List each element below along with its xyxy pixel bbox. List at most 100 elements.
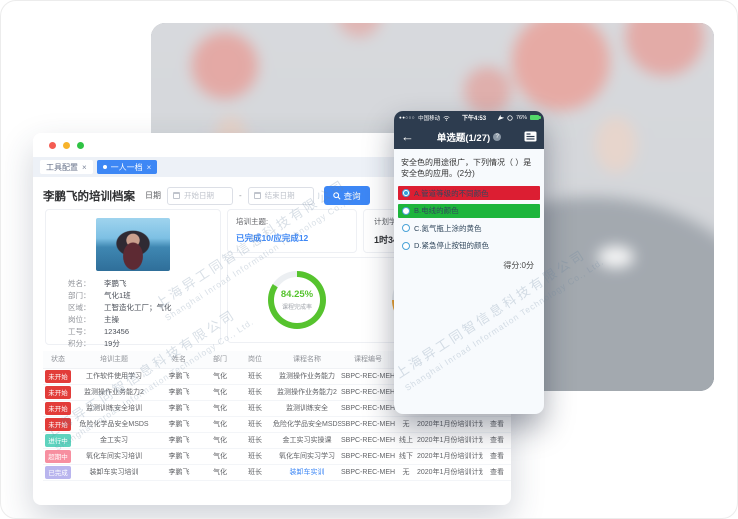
calendar-icon [253, 192, 261, 199]
battery-percent: 76% [515, 114, 527, 121]
radio-selected-icon[interactable] [402, 189, 410, 198]
table-cell: 李鹏飞 [155, 384, 203, 401]
field-label: 姓名： [68, 278, 91, 288]
status-cell: 未开始 [43, 400, 73, 417]
table-cell: 李鹏飞 [155, 464, 203, 481]
topic-progress-value: 已完成10/应完成12 [236, 233, 309, 243]
action-cell[interactable]: 查看 [483, 448, 511, 465]
field-value: 主操 [104, 314, 119, 324]
table-cell: 气化 [203, 400, 237, 417]
radio-icon[interactable] [402, 206, 410, 215]
tab-tool-config[interactable]: 工具配置 × [40, 160, 93, 174]
table-cell: SBPC-REC-MEH-017 [341, 448, 395, 465]
start-date-input[interactable]: 开始日期 [167, 186, 233, 205]
phone-status-bar: ●●○○○ 中国移动 下午4:53 76% [394, 111, 544, 124]
table-header-cell: 状态 [43, 351, 73, 369]
table-cell: 气化 [203, 384, 237, 401]
close-tab-icon[interactable]: × [82, 162, 87, 172]
table-row: 超期中氧化车间实习培训李鹏飞气化班长氧化车间实习学习SBPC-REC-MEH-0… [43, 448, 511, 465]
field-label: 区域： [68, 302, 91, 312]
table-cell: 班长 [237, 464, 273, 481]
phone-nav-bar: ← 单选题(1/27) ? [394, 124, 544, 149]
table-cell: 装卸车实习培训 [73, 464, 155, 481]
action-cell[interactable]: 查看 [483, 464, 511, 481]
employee-photo [96, 218, 170, 271]
end-date-input[interactable]: 结束日期 [247, 186, 314, 205]
action-cell[interactable]: 查看 [483, 432, 511, 449]
traffic-light-maximize-icon[interactable] [77, 141, 84, 149]
clock-time: 下午4:53 [462, 116, 487, 122]
table-cell: SBPC-REC-MEH-017 [341, 400, 395, 417]
option-list: A.管道等级的不同颜色 B.电线的颜色 C.氮气瓶上涂的黄色 D.紧急停止按钮的颜色 [398, 186, 540, 253]
table-cell: 监测操作业务能力2 [273, 384, 341, 401]
table-cell[interactable]: 装卸车实训 [273, 464, 341, 481]
table-header-cell: 部门 [203, 351, 237, 369]
question-counter-title: 单选题(1/27) [436, 132, 491, 144]
question-text: 安全色的用途很广，下列情况（ ）是安全色的应用。(2分) [401, 158, 532, 179]
table-cell: 班长 [237, 448, 273, 465]
page-title: 李鹏飞的培训档案 [43, 190, 135, 203]
profile-field-row: 岗位： 主操 [46, 313, 220, 325]
table-cell: SBPC-REC-MEH-017 [341, 464, 395, 481]
signal-dots-icon: ●●○○○ [399, 115, 416, 120]
status-cell: 未开始 [43, 368, 73, 385]
field-value: 工智造化工厂；气化 [104, 302, 172, 312]
status-badge: 未开始 [45, 401, 71, 415]
traffic-light-close-icon[interactable] [49, 141, 56, 149]
table-cell: 线下 [395, 448, 417, 465]
radio-icon[interactable] [402, 241, 410, 250]
table-cell: 气化 [203, 432, 237, 449]
table-cell: SBPC-REC-MEH-017 [341, 384, 395, 401]
table-cell: 班长 [237, 400, 273, 417]
table-header-cell: 课程名称 [273, 351, 341, 369]
table-cell: 氧化车间实习培训 [73, 448, 155, 465]
quiz-option[interactable]: D.紧急停止按钮的颜色 [398, 239, 540, 253]
profile-field-row: 姓名： 李鹏飞 [46, 277, 220, 289]
table-cell: 气化 [203, 448, 237, 465]
radio-icon[interactable] [402, 224, 410, 233]
battery-icon [530, 115, 541, 120]
table-cell: 李鹏飞 [155, 432, 203, 449]
answer-sheet-icon[interactable] [524, 131, 537, 142]
table-cell: 李鹏飞 [155, 368, 203, 385]
quiz-option[interactable]: B.电线的颜色 [398, 203, 540, 218]
table-header-cell: 课程编号 [341, 351, 395, 369]
table-cell: 监测训练安全 [273, 400, 341, 417]
table-cell: 2020年1月份培训计划 [417, 432, 483, 449]
table-cell: SBPC-REC-MEH-017 [341, 368, 395, 385]
table-cell: 无 [395, 416, 417, 433]
quiz-option[interactable]: C.氮气瓶上涂的黄色 [398, 221, 540, 235]
table-cell: 工作软件使用学习 [73, 368, 155, 385]
option-label: D.紧急停止按钮的颜色 [414, 241, 489, 251]
tab-one-person-one-file[interactable]: 一人一档 × [96, 160, 158, 174]
table-header-cell: 培训主题 [73, 351, 155, 369]
profile-card: 姓名： 李鹏飞 部门： 气化1班 区域： 工智造化工厂；气化 岗位： 主操 工号： 123456 积… [45, 209, 221, 348]
search-button[interactable]: 查询 [323, 186, 370, 205]
field-label: 部门： [68, 290, 91, 300]
table-cell: 无 [395, 464, 417, 481]
status-badge: 未开始 [45, 369, 71, 383]
quiz-option[interactable]: A.管道等级的不同颜色 [398, 186, 540, 201]
status-badge: 未开始 [45, 385, 71, 399]
help-icon[interactable]: ? [493, 132, 502, 141]
question-title-wrap: 单选题(1/27) ? [414, 130, 524, 144]
table-cell: 班长 [237, 416, 273, 433]
traffic-light-minimize-icon[interactable] [63, 141, 70, 149]
action-cell[interactable]: 查看 [483, 416, 511, 433]
date-range-separator: - [239, 191, 242, 200]
field-value: 123456 [104, 326, 130, 336]
duration-value: 1时34分 [374, 235, 408, 245]
carrier-label: 中国移动 [418, 115, 441, 122]
status-badge: 已完成 [45, 465, 71, 479]
back-arrow-icon[interactable]: ← [401, 129, 414, 144]
table-header-cell: 姓名 [155, 351, 203, 369]
status-cell: 已完成 [43, 464, 73, 481]
table-cell: 监测操作业务能力 [273, 368, 341, 385]
table-cell: 金工实习实操课 [273, 432, 341, 449]
close-tab-icon[interactable]: × [146, 162, 152, 172]
status-badge: 未开始 [45, 417, 71, 431]
table-row: 已完成装卸车实习培训李鹏飞气化班长装卸车实训SBPC-REC-MEH-017无2… [43, 464, 511, 481]
table-cell: 危险化学品安全MSDS [273, 416, 341, 433]
table-cell: 2020年1月份培训计划 [417, 448, 483, 465]
table-cell: 李鹏飞 [155, 400, 203, 417]
